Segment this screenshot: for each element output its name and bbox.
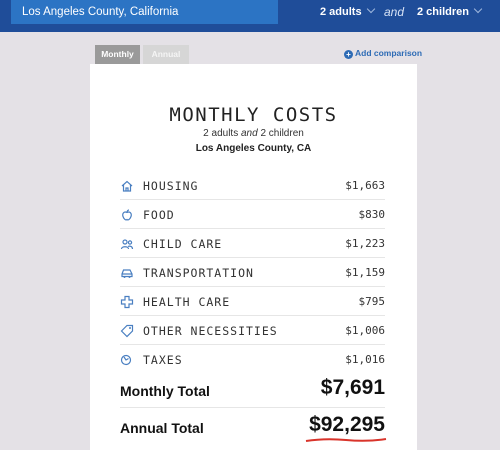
adults-select[interactable]: 2 adults [320, 0, 375, 24]
cost-card: MONTHLY COSTS 2 adults and 2 children Lo… [90, 64, 417, 450]
annual-total-row: Annual Total $92,295 [120, 409, 387, 445]
cost-label: TAXES [143, 353, 183, 367]
summary-children: 2 children [260, 128, 304, 139]
adults-select-label: 2 adults [320, 6, 362, 18]
cost-row-taxes: TAXES $1,016 [120, 346, 385, 374]
monthly-total-value: $7,691 [320, 376, 385, 399]
children-select[interactable]: 2 children [417, 0, 483, 24]
cost-label: FOOD [143, 208, 175, 222]
cost-value: $1,016 [345, 353, 385, 366]
cost-value: $830 [358, 208, 386, 221]
summary-and: and [240, 128, 258, 139]
medical-cross-icon [120, 295, 134, 309]
annual-total-underline [305, 438, 387, 442]
add-comparison-label: Add comparison [355, 48, 423, 58]
cost-row-other-necessities: OTHER NECESSITIES $1,006 [120, 317, 385, 345]
coins-icon [120, 354, 132, 366]
plus-circle-icon: + [344, 50, 353, 59]
summary-adults: 2 adults [203, 128, 239, 139]
people-icon [120, 239, 134, 250]
county-label: Los Angeles County, CA [195, 143, 312, 154]
cost-label: HOUSING [143, 179, 199, 193]
house-icon [121, 180, 133, 192]
cost-row-housing: HOUSING $1,663 [120, 172, 385, 200]
cost-value: $1,223 [345, 237, 385, 250]
cost-row-health-care: HEALTH CARE $795 [120, 288, 385, 316]
cost-value: $795 [358, 295, 386, 308]
and-connector: and [384, 5, 405, 19]
location-field[interactable]: Los Angeles County, California [11, 0, 278, 24]
cost-row-food: FOOD $830 [120, 201, 385, 229]
cost-row-child-care: CHILD CARE $1,223 [120, 230, 385, 258]
household-summary: 2 adults and 2 children [90, 128, 417, 139]
cost-value: $1,006 [345, 324, 385, 337]
monthly-total-row: Monthly Total $7,691 [120, 372, 385, 408]
cost-value: $1,159 [345, 266, 385, 279]
top-bar: Los Angeles County, California 2 adults … [0, 0, 500, 32]
cost-value: $1,663 [345, 179, 385, 192]
cost-label: TRANSPORTATION [143, 266, 254, 280]
annual-total-value: $92,295 [309, 413, 385, 436]
chevron-down-icon [473, 4, 483, 14]
children-select-label: 2 children [417, 6, 469, 18]
monthly-total-label: Monthly Total [120, 383, 210, 399]
cost-label: CHILD CARE [143, 237, 223, 251]
cost-row-transportation: TRANSPORTATION $1,159 [120, 259, 385, 287]
car-icon [121, 269, 133, 278]
chevron-down-icon [366, 4, 375, 14]
card-title: MONTHLY COSTS [169, 104, 338, 126]
tag-icon [120, 324, 134, 338]
tab-monthly[interactable]: Monthly [95, 45, 140, 64]
annual-total-label: Annual Total [120, 420, 204, 436]
cost-label: HEALTH CARE [143, 295, 231, 309]
add-comparison-link[interactable]: + Add comparison [344, 47, 422, 59]
apple-icon [122, 209, 132, 221]
tab-annual[interactable]: Annual [143, 45, 189, 64]
cost-label: OTHER NECESSITIES [143, 324, 278, 338]
